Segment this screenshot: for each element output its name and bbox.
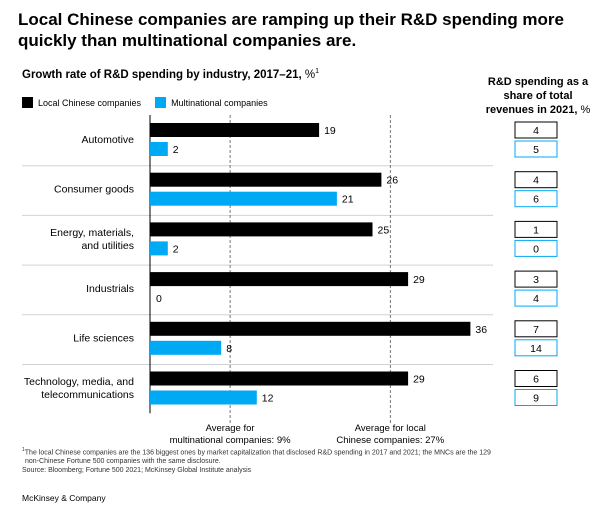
category-label: Energy, materials, [50, 227, 134, 239]
side-value-local: 1 [533, 224, 539, 236]
side-value-local: 4 [533, 175, 539, 187]
bar-local [150, 172, 382, 187]
side-box-multinational [514, 190, 558, 208]
category-label: Technology, media, and [24, 376, 134, 388]
legend-item-local: Local Chinese companies [22, 97, 141, 108]
bar-multinational [150, 241, 168, 256]
chart-title-unit: % [304, 68, 316, 81]
side-box-multinational [514, 339, 558, 357]
chart-title-text: Growth rate of R&D spending by industry,… [22, 68, 302, 81]
footnote-mark: 1 [22, 447, 25, 453]
side-value-local: 3 [533, 274, 539, 286]
category-label: Consumer goods [54, 184, 134, 196]
footnote: 1The local Chinese companies are the 136… [22, 446, 592, 475]
side-table-title-line-3: revenues in 2021, [485, 104, 578, 116]
bar-label-multinational: 21 [342, 194, 354, 206]
side-table-title: R&D spending as a share of total revenue… [478, 75, 598, 117]
category-label: telecommunications [41, 389, 134, 401]
side-box-local [514, 320, 558, 338]
bar-local [150, 222, 373, 237]
side-value-multinational: 5 [533, 144, 539, 156]
side-value-multinational: 14 [530, 343, 542, 355]
footnote-line-1: 1The local Chinese companies are the 136… [22, 446, 592, 457]
reference-line-label: Chinese companies: 27% [336, 435, 444, 446]
bar-multinational [150, 142, 168, 156]
side-table-title-line: share of total [503, 90, 573, 102]
reference-line-label: multinational companies: 9% [170, 435, 291, 446]
side-value-local: 6 [533, 374, 539, 386]
side-box-local [514, 270, 558, 288]
side-box-multinational [514, 239, 558, 257]
bar-local [150, 321, 471, 336]
footnote-text-1: The local Chinese companies are the 136 … [24, 449, 491, 457]
bar-label-local: 36 [475, 324, 487, 336]
reference-line-label: Average for [206, 423, 255, 434]
bar-local [150, 371, 409, 386]
legend-swatch-local [22, 97, 33, 108]
legend-label-multinational: Multinational companies [171, 97, 268, 108]
bar-label-local: 19 [324, 125, 336, 137]
side-value-multinational: 6 [533, 194, 539, 206]
bar-multinational [150, 340, 222, 355]
brand-name: McKinsey & Company [22, 493, 106, 503]
bar-label-local: 29 [413, 374, 425, 386]
bar-label-multinational: 0 [156, 293, 162, 305]
side-value-multinational: 9 [533, 393, 539, 405]
footnote-line-2: non-Chinese Fortune 500 companies with t… [25, 458, 221, 466]
side-value-local: 7 [533, 324, 539, 336]
footnote-source: Source: Bloomberg; Fortune 500 2021; McK… [22, 467, 252, 475]
bar-local [150, 123, 320, 137]
side-box-local [514, 370, 558, 387]
side-box-local [514, 121, 558, 139]
legend-item-multinational: Multinational companies [155, 97, 268, 108]
bar-label-multinational: 8 [226, 343, 232, 355]
legend: Local Chinese companies Multinational co… [22, 97, 282, 108]
legend-swatch-multinational [155, 97, 167, 108]
category-label: Industrials [86, 283, 134, 295]
side-value-multinational: 4 [533, 293, 539, 305]
category-label: Life sciences [73, 333, 134, 345]
bar-local [150, 272, 409, 287]
legend-label-local: Local Chinese companies [38, 97, 142, 108]
side-box-local [514, 171, 558, 189]
title-footnote-mark: 1 [315, 68, 320, 75]
side-box-multinational [514, 140, 558, 158]
bar-label-multinational: 2 [173, 144, 179, 156]
reference-line-label: Average for local [355, 423, 426, 434]
bar-label-local: 25 [378, 224, 390, 236]
category-label: and utilities [81, 240, 134, 252]
headline: Local Chinese companies are ramping up t… [18, 10, 565, 50]
side-value-multinational: 0 [533, 243, 539, 255]
bar-multinational [150, 191, 337, 206]
side-value-local: 4 [533, 125, 539, 137]
side-table-title-unit: % [580, 104, 591, 116]
chart-title: Growth rate of R&D spending by industry,… [22, 68, 319, 81]
side-box-multinational [514, 389, 558, 406]
bar-multinational [150, 390, 257, 405]
bar-label-local: 29 [413, 274, 425, 286]
category-label: Automotive [81, 134, 134, 146]
bar-label-multinational: 2 [173, 243, 179, 255]
bar-label-local: 26 [386, 175, 398, 187]
side-table-title-line: R&D spending as a [487, 76, 589, 88]
bar-label-multinational: 12 [262, 393, 274, 405]
side-table-title-line: revenues in 2021, % [478, 103, 598, 117]
side-box-local [514, 220, 558, 238]
side-box-multinational [514, 289, 558, 307]
